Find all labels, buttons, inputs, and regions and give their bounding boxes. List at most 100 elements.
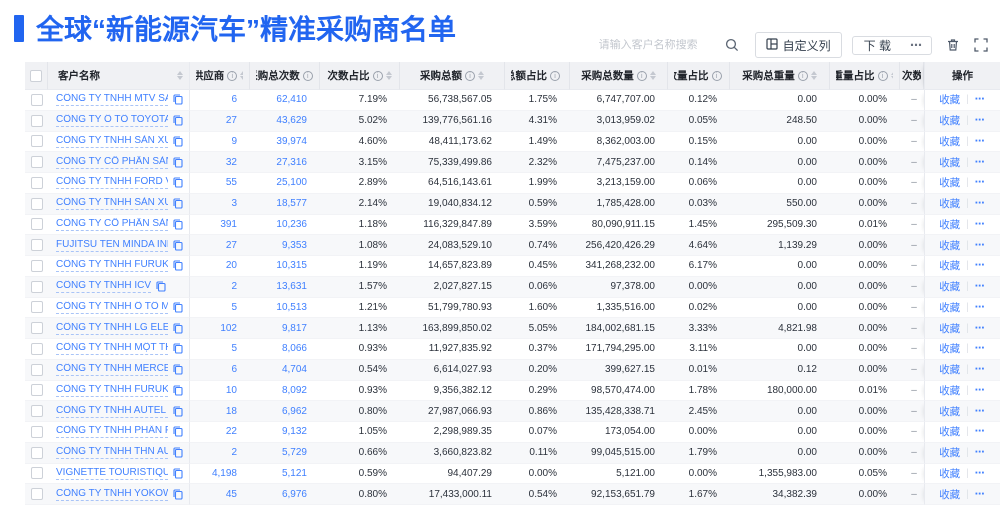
copy-icon[interactable] — [173, 385, 183, 396]
customer-name-link[interactable]: CÔNG TY TNHH FORD VIỆT NAM — [56, 176, 168, 190]
row-checkbox[interactable] — [30, 135, 43, 148]
sort-icon[interactable] — [177, 71, 183, 80]
column-header-count-pct[interactable]: 次数占比 i — [320, 62, 400, 90]
download-button[interactable]: 下 载 — [863, 38, 891, 53]
favorite-link[interactable]: 收藏 — [939, 260, 961, 273]
more-actions-button[interactable]: ⋯ — [974, 281, 986, 293]
customer-name-link[interactable]: CÔNG TY TNHH MERCEDES–B... — [56, 363, 168, 377]
copy-icon[interactable] — [173, 489, 183, 500]
favorite-link[interactable]: 收藏 — [939, 156, 961, 169]
customer-name-link[interactable]: CÔNG TY TNHH ICV — [56, 280, 152, 294]
sort-icon[interactable] — [240, 71, 243, 80]
info-icon[interactable]: i — [636, 70, 647, 81]
sort-icon[interactable] — [890, 71, 893, 80]
row-checkbox[interactable] — [30, 488, 43, 501]
fullscreen-button[interactable] — [974, 38, 988, 52]
customer-name-link[interactable]: CÔNG TY TNHH LG ELECTRON... — [56, 322, 168, 335]
row-checkbox[interactable] — [30, 467, 43, 480]
info-icon[interactable]: i — [550, 70, 560, 81]
copy-icon[interactable] — [173, 406, 183, 417]
row-checkbox[interactable] — [30, 239, 43, 252]
customer-name-link[interactable]: CÔNG TY TNHH SẢN XUẤT VÀ ... — [56, 135, 168, 148]
favorite-link[interactable]: 收藏 — [939, 94, 961, 107]
row-checkbox[interactable] — [30, 176, 43, 189]
row-checkbox[interactable] — [30, 425, 43, 438]
customize-columns-button[interactable]: 自定义列 — [754, 32, 842, 58]
row-checkbox[interactable] — [30, 93, 43, 106]
favorite-link[interactable]: 收藏 — [939, 135, 961, 148]
search-input[interactable] — [598, 39, 725, 51]
customer-name-link[interactable]: CÔNG TY TNHH MTV SẢN XUẤ... — [56, 93, 168, 107]
customer-name-link[interactable]: CÔNG TY Ô TÔ TOYOTA VIỆT ... — [56, 114, 168, 128]
customer-name-link[interactable]: VIGNETTE TOURISTIQUE G UNI... — [56, 467, 168, 480]
more-actions-button[interactable]: ⋯ — [974, 384, 986, 396]
customer-name-link[interactable]: CÔNG TY TNHH FURUKAWA A... — [56, 259, 168, 273]
copy-icon[interactable] — [173, 260, 183, 271]
more-actions-button[interactable]: ⋯ — [974, 260, 986, 272]
copy-icon[interactable] — [173, 323, 183, 334]
row-checkbox[interactable] — [30, 322, 43, 335]
row-checkbox[interactable] — [30, 218, 43, 231]
copy-icon[interactable] — [173, 302, 183, 313]
favorite-link[interactable]: 收藏 — [939, 364, 961, 377]
customer-name-link[interactable]: CÔNG TY TNHH MỘT THÀNH V... — [56, 342, 168, 356]
copy-icon[interactable] — [173, 240, 183, 251]
copy-icon[interactable] — [173, 198, 183, 209]
copy-icon[interactable] — [156, 281, 166, 292]
favorite-link[interactable]: 收藏 — [939, 488, 961, 501]
column-header-customer-name[interactable]: 客户名称 — [48, 62, 190, 90]
favorite-link[interactable]: 收藏 — [939, 218, 961, 231]
more-actions-button[interactable]: ⋯ — [974, 239, 986, 251]
row-checkbox[interactable] — [30, 156, 43, 169]
row-checkbox[interactable] — [30, 384, 43, 397]
info-icon[interactable]: i — [227, 70, 238, 81]
info-icon[interactable]: i — [302, 70, 313, 81]
more-actions-button[interactable]: ⋯ — [974, 198, 986, 210]
more-actions-button[interactable]: ⋯ — [974, 115, 986, 127]
favorite-link[interactable]: 收藏 — [939, 447, 961, 460]
more-actions-button[interactable]: ⋯ — [974, 426, 986, 438]
customer-name-link[interactable]: CÔNG TY CỔ PHẦN SẢN XUẤT... — [56, 218, 168, 231]
customer-name-link[interactable]: CÔNG TY TNHH AUTEL VIỆT N... — [56, 405, 168, 418]
favorite-link[interactable]: 收藏 — [939, 405, 961, 418]
sort-icon[interactable] — [385, 71, 392, 80]
row-checkbox[interactable] — [30, 342, 43, 355]
more-actions-button[interactable]: ⋯ — [974, 94, 986, 106]
more-actions-button[interactable]: ⋯ — [974, 135, 986, 147]
column-header-supplier[interactable]: 供应商i — [190, 62, 250, 90]
customer-name-link[interactable]: CÔNG TY TNHH THN AUTOPAR... — [56, 446, 168, 460]
sort-icon[interactable] — [478, 71, 484, 80]
favorite-link[interactable]: 收藏 — [939, 384, 961, 397]
customer-name-link[interactable]: CÔNG TY TNHH SẢN XUẤT VÀ ... — [56, 197, 168, 211]
customer-name-link[interactable]: CÔNG TY CỔ PHẦN SẢN XUẤT... — [56, 156, 168, 169]
row-checkbox[interactable] — [30, 280, 43, 293]
customer-name-link[interactable]: FUJITSU TEN MINDA INDIA PVT... — [56, 238, 168, 252]
copy-icon[interactable] — [173, 177, 183, 188]
copy-icon[interactable] — [173, 94, 183, 105]
column-header-amount-pct[interactable]: 总额占比i — [505, 62, 570, 90]
favorite-link[interactable]: 收藏 — [939, 467, 961, 480]
sort-icon[interactable] — [649, 71, 656, 80]
copy-icon[interactable] — [173, 157, 183, 168]
more-actions-button[interactable]: ⋯ — [974, 218, 986, 230]
column-header-total-amount[interactable]: 采购总额 i — [400, 62, 505, 90]
info-icon[interactable]: i — [372, 70, 383, 81]
info-icon[interactable]: i — [465, 70, 475, 81]
column-header-purchase-count[interactable]: 采购总次数i — [250, 62, 320, 90]
favorite-link[interactable]: 收藏 — [939, 239, 961, 252]
more-actions-button[interactable]: ⋯ — [974, 322, 986, 334]
row-checkbox[interactable] — [30, 114, 43, 127]
copy-icon[interactable] — [173, 136, 183, 147]
more-actions-button[interactable]: ⋯ — [974, 301, 986, 313]
favorite-link[interactable]: 收藏 — [939, 343, 961, 356]
more-actions-button[interactable]: ⋯ — [974, 488, 986, 500]
column-header-quantity-pct[interactable]: 数量占比i — [668, 62, 730, 90]
copy-icon[interactable] — [173, 343, 183, 354]
row-checkbox[interactable] — [30, 301, 43, 314]
download-more-button[interactable]: ⋯ — [910, 38, 923, 52]
info-icon[interactable]: i — [797, 70, 808, 81]
row-checkbox[interactable] — [30, 259, 43, 272]
sort-icon[interactable] — [810, 71, 817, 80]
more-actions-button[interactable]: ⋯ — [974, 156, 986, 168]
copy-icon[interactable] — [173, 468, 183, 479]
